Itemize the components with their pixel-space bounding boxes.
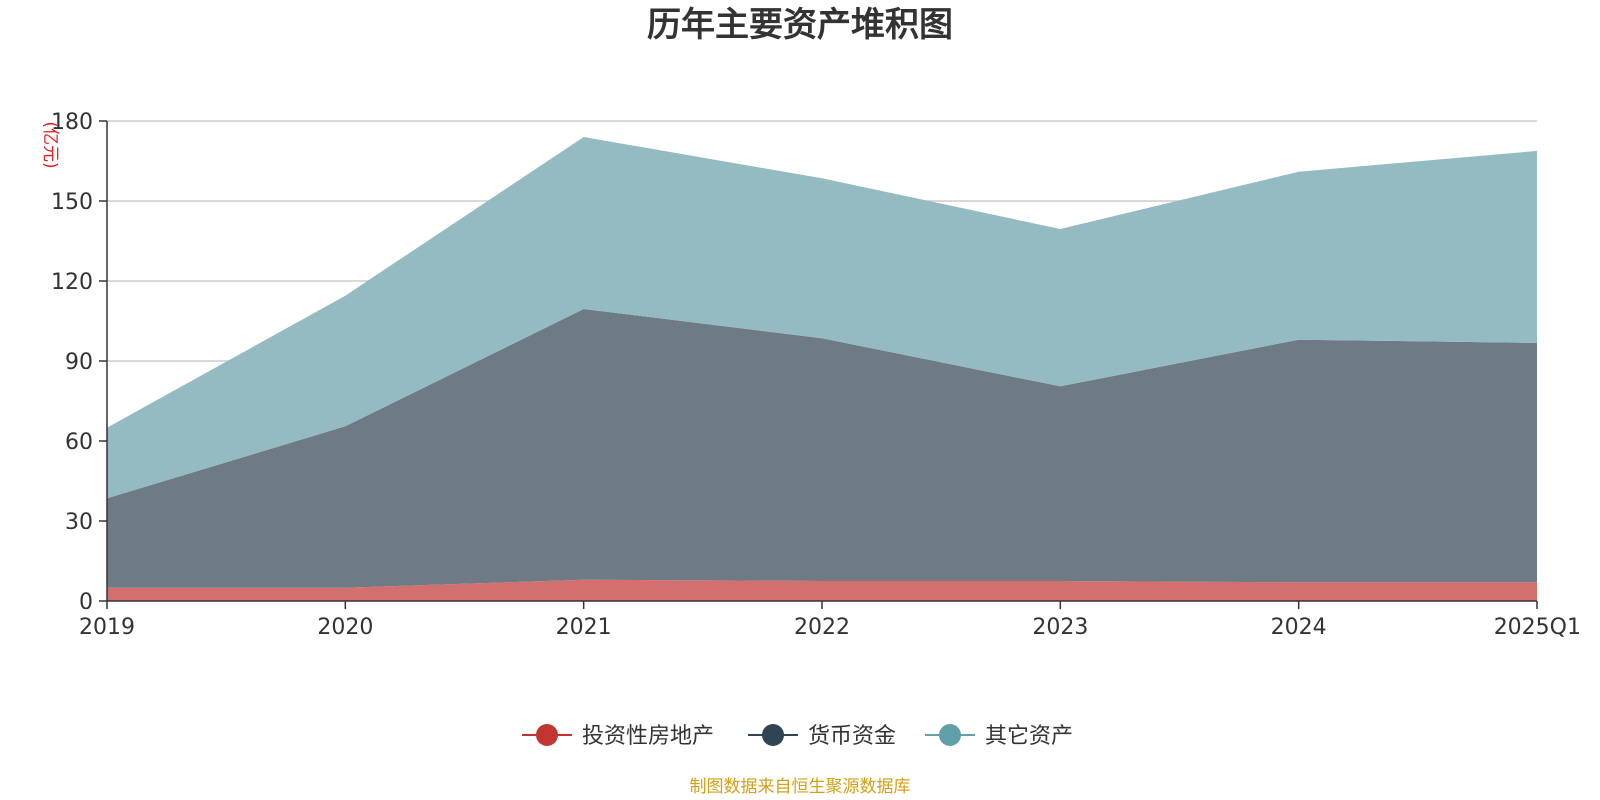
axes (99, 120, 1538, 609)
legend-marker (762, 724, 784, 746)
y-axis-unit: (亿元) (40, 121, 60, 168)
source-note: 制图数据来自恒生聚源数据库 (690, 777, 911, 797)
legend-item[interactable]: 其它资产 (925, 724, 1073, 749)
legend-item[interactable]: 货币资金 (748, 724, 896, 749)
x-tick-label: 2025Q1 (1494, 615, 1581, 640)
area-其它资产 (107, 137, 1537, 499)
legend-marker (939, 724, 961, 746)
area-投资性房地产 (107, 579, 1537, 601)
y-tick-labels: 0 30 60 90 120 150 180 (51, 110, 93, 615)
x-tick-label: 2021 (556, 615, 612, 640)
x-tick-label: 2024 (1271, 615, 1327, 640)
area-货币资金 (107, 309, 1537, 588)
x-tick-label: 2023 (1032, 615, 1088, 640)
area-series (107, 137, 1537, 601)
legend: 投资性房地产 货币资金 其它资产 (522, 724, 1073, 749)
chart-title: 历年主要资产堆积图 (647, 5, 953, 45)
x-tick-label: 2020 (317, 615, 373, 640)
y-tick-label: 0 (79, 590, 93, 615)
legend-label: 货币资金 (808, 724, 896, 749)
legend-marker (536, 724, 558, 746)
legend-label: 投资性房地产 (582, 724, 714, 749)
y-tick-label: 120 (51, 270, 93, 295)
y-tick-label: 150 (51, 190, 93, 215)
x-tick-label: 2019 (79, 615, 135, 640)
x-tick-label: 2022 (794, 615, 850, 640)
y-tick-label: 60 (65, 430, 93, 455)
legend-label: 其它资产 (985, 724, 1073, 749)
x-tick-labels: 2019 2020 2021 2022 2023 2024 2025Q1 (79, 615, 1581, 640)
y-tick-label: 90 (65, 350, 93, 375)
legend-item[interactable]: 投资性房地产 (522, 724, 714, 749)
y-tick-label: 30 (65, 510, 93, 535)
y-tick-label: 180 (51, 110, 93, 135)
